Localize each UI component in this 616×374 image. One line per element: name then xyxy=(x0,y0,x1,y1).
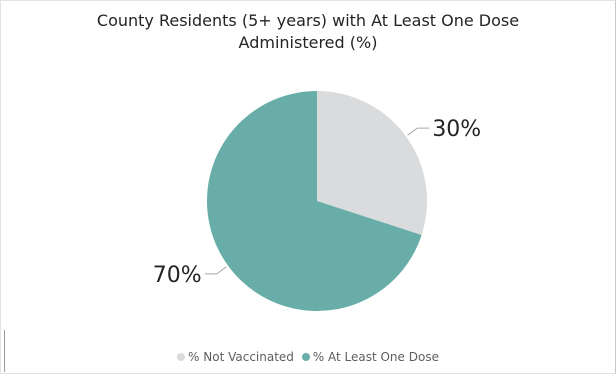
legend-item-not-vaccinated[interactable]: % Not Vaccinated xyxy=(177,349,294,365)
legend-label-not-vaccinated: % Not Vaccinated xyxy=(188,350,294,364)
legend: % Not Vaccinated % At Least One Dose xyxy=(0,349,616,365)
leader-line-not-vaccinated xyxy=(407,127,430,136)
leader-lines xyxy=(204,127,430,275)
legend-label-at-least-one-dose: % At Least One Dose xyxy=(312,350,439,364)
data-label-not-vaccinated: 30% xyxy=(432,117,481,142)
chart-title: County Residents (5+ years) with At Leas… xyxy=(0,10,616,54)
leader-line-at-least-one-dose xyxy=(204,266,227,275)
chart-title-line-1: County Residents (5+ years) with At Leas… xyxy=(96,11,520,30)
legend-item-at-least-one-dose[interactable]: % At Least One Dose xyxy=(301,349,439,365)
chart-title-line-2: Administered (%) xyxy=(238,33,378,52)
legend-dot-at-least-one-dose xyxy=(301,353,310,361)
data-labels: 30% 70% xyxy=(153,117,481,288)
card-edge-marker xyxy=(4,330,5,372)
data-label-at-least-one-dose: 70% xyxy=(153,263,202,288)
pie-slice-not-vaccinated[interactable] xyxy=(317,91,427,235)
pie-slices xyxy=(207,91,427,311)
legend-dot-not-vaccinated xyxy=(177,353,186,361)
pie-slice-at-least-one-dose[interactable] xyxy=(207,91,422,311)
